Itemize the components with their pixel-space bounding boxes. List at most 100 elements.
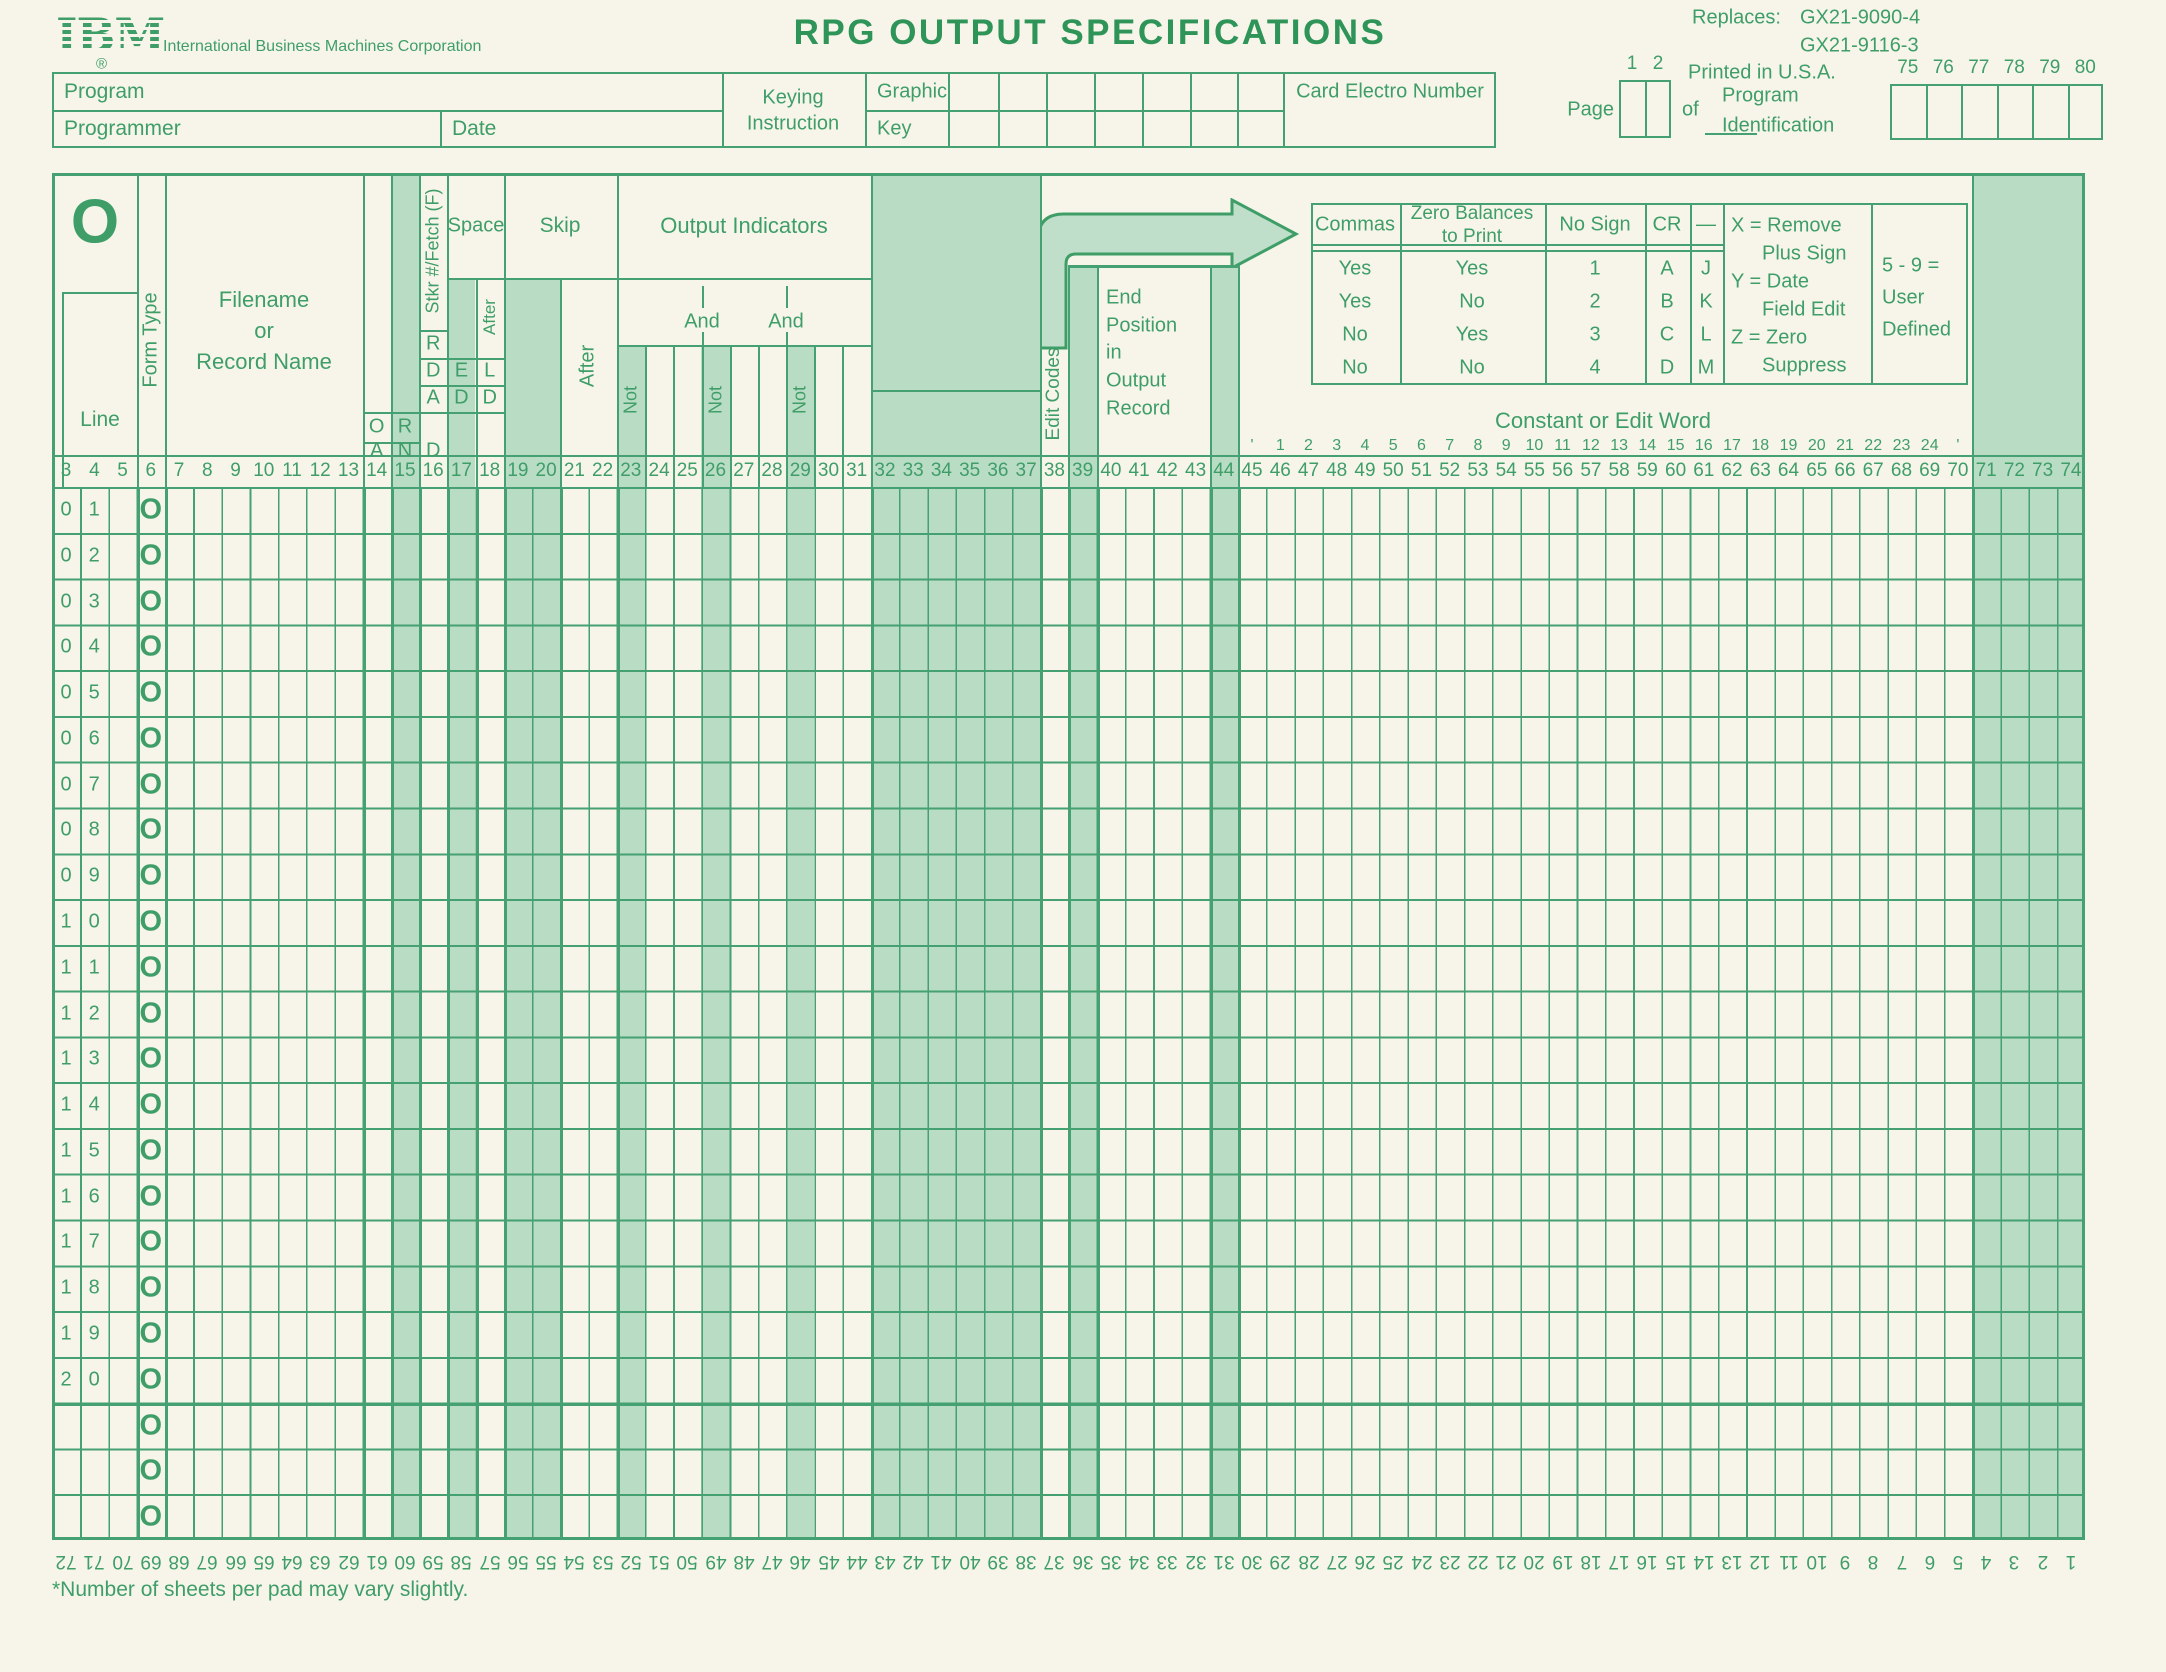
reverse-scale-number: 55: [535, 1551, 557, 1572]
not-label: Not: [789, 385, 810, 415]
key-cell[interactable]: [1046, 110, 1094, 148]
column-number: 4: [89, 460, 100, 481]
form-type-o: O: [139, 951, 163, 984]
column-number: 43: [1185, 460, 1207, 481]
reverse-scale-number: 3: [2009, 1551, 2020, 1572]
column-number: 65: [1806, 460, 1828, 481]
program-id-col-number: 79: [2039, 57, 2061, 78]
form-type-o: O: [139, 905, 163, 938]
column-number: 59: [1636, 460, 1658, 481]
line-number-tens: 1: [60, 1230, 72, 1253]
key-label: Key: [877, 117, 912, 140]
column-number: 30: [817, 460, 840, 481]
column-number: 54: [1495, 460, 1517, 481]
grid-group-line: [560, 487, 563, 1540]
reverse-scale-number: 37: [1043, 1551, 1065, 1572]
form-type-o: O: [139, 722, 163, 755]
graphic-cell[interactable]: [948, 72, 998, 110]
legend-cell: L: [1700, 323, 1712, 346]
column-number: 52: [1439, 460, 1461, 481]
line-number-units: 7: [88, 1230, 100, 1253]
header-rule: [1068, 265, 1238, 268]
header-rule: [363, 173, 365, 487]
line-number-tens: 1: [60, 1047, 72, 1070]
grid-group-line: [1040, 487, 1043, 1540]
date-label: Date: [452, 117, 497, 140]
graphic-cell[interactable]: [1046, 72, 1094, 110]
skip-label: Skip: [539, 214, 581, 237]
reverse-scale-number: 11: [1778, 1551, 1799, 1572]
header-rule: [363, 442, 419, 444]
header-rule: [702, 345, 704, 487]
column-number: 58: [1608, 460, 1630, 481]
legend-cell: D: [1659, 356, 1675, 379]
line-number-tens: 1: [60, 1322, 72, 1345]
grid-group-line: [137, 487, 140, 1540]
top-form-rule: [722, 72, 724, 148]
key-cell[interactable]: [1190, 110, 1237, 148]
legend-rule: [1723, 203, 1725, 385]
legend-cell: 2: [1589, 290, 1601, 313]
reverse-scale-number: 10: [1806, 1551, 1828, 1572]
reverse-scale-number: 71: [83, 1551, 105, 1572]
column-number: 51: [1410, 460, 1433, 481]
line-number-units: 5: [88, 1139, 100, 1162]
top-form-rule: [1283, 72, 1285, 148]
key-cell[interactable]: [948, 110, 998, 148]
key-cell[interactable]: [1237, 110, 1283, 148]
edit-word-tick: 16: [1694, 437, 1713, 454]
edit-word-tick: ': [1250, 437, 1254, 454]
grid-group-line: [391, 487, 394, 1540]
form-type-o: O: [139, 1271, 163, 1304]
graphic-cell[interactable]: [1190, 72, 1237, 110]
reverse-scale-number: 47: [761, 1551, 783, 1572]
legend-note-z-head: Z = Zero: [1731, 326, 1808, 349]
program-id-rule: [2067, 84, 2070, 140]
reverse-scale-number: 27: [1326, 1551, 1348, 1572]
legend-note-x-sub: Plus Sign: [1762, 242, 1847, 265]
legend-box: [1311, 203, 1968, 385]
edit-word-tick: 1: [1275, 437, 1285, 454]
legend-rule: [1645, 203, 1647, 385]
header-rule: [617, 345, 871, 347]
reverse-scale-number: 7: [1896, 1551, 1907, 1572]
legend-cell: K: [1699, 290, 1713, 313]
line-number-units: 4: [88, 1093, 100, 1116]
legend-header: Zero Balances: [1410, 203, 1534, 224]
graphic-label: Graphic: [877, 80, 948, 103]
reverse-scale-number: 44: [846, 1551, 868, 1572]
program-label: Program: [64, 80, 145, 103]
line-number-units: 0: [88, 1368, 100, 1391]
reverse-scale-number: 63: [309, 1551, 331, 1572]
graphic-cell[interactable]: [998, 72, 1046, 110]
form-type-o: O: [139, 630, 163, 663]
header-rule: [560, 278, 562, 487]
form-type-o: O: [139, 1409, 163, 1441]
key-cell[interactable]: [1142, 110, 1190, 148]
grid-group-line: [504, 487, 507, 1540]
reverse-scale-number: 8: [1867, 1551, 1879, 1572]
space-before-letter: D: [454, 386, 469, 409]
header-rule: [476, 278, 478, 487]
column-number: 47: [1297, 460, 1320, 481]
stkr-stack-letter: A: [426, 386, 440, 409]
key-cell[interactable]: [998, 110, 1046, 148]
reverse-scale-number: 49: [704, 1551, 727, 1572]
header-rule: [617, 173, 619, 487]
graphic-cell[interactable]: [1094, 72, 1142, 110]
form-type-o: O: [139, 997, 163, 1029]
graphic-cell[interactable]: [1142, 72, 1190, 110]
header-rule: [1972, 173, 1974, 487]
form-type-o: O: [139, 1134, 163, 1167]
line-number-tens: 1: [60, 1185, 72, 1208]
reverse-scale-number: 28: [1297, 1551, 1320, 1572]
edit-word-tick: 20: [1807, 437, 1826, 454]
column-number: 16: [422, 460, 444, 481]
graphic-cell[interactable]: [1237, 72, 1283, 110]
grid-group-line: [363, 487, 366, 1540]
key-cell[interactable]: [1094, 110, 1142, 148]
space-before-letter: E: [454, 359, 469, 382]
line-number-tens: 0: [60, 818, 72, 841]
reverse-scale-number: 48: [733, 1551, 755, 1572]
